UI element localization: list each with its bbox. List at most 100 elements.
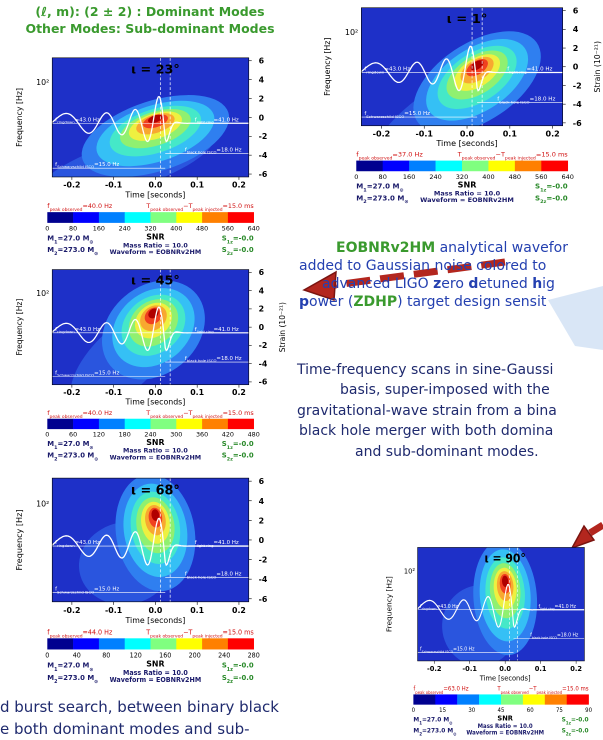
- text-run: ⊙: [449, 721, 453, 726]
- x-tick-label: 0.1: [190, 181, 204, 190]
- text-run: =43.0 Hz: [75, 327, 100, 333]
- text-run: ringdown: [366, 69, 385, 74]
- colorbar-segment: [202, 418, 229, 430]
- frequency-annotation: fblack hole ISCO=18.0 Hz: [497, 97, 555, 104]
- text-run: =-0.0: [233, 674, 254, 682]
- text-run: 2: [54, 456, 57, 462]
- text-run: =15.0 Hz: [404, 111, 430, 117]
- text-run: ringdown: [57, 120, 75, 124]
- colorbar-tick-label: 80: [69, 226, 77, 233]
- text-run: ringdown: [57, 542, 75, 547]
- y-axis-label: Frequency [Hz]: [15, 509, 24, 570]
- colorbar-tick-label: 0: [45, 651, 49, 659]
- mass-label: M1=27.0 M⊙: [47, 662, 93, 673]
- colorbar-label: SNR: [146, 660, 164, 669]
- text-run: =41.0 Hz: [214, 327, 239, 333]
- text-run: =273.0 M: [367, 194, 405, 202]
- colorbar-segment: [382, 160, 410, 172]
- colorbar-segment: [98, 638, 125, 650]
- colorbar-tick-label: 0: [45, 432, 49, 439]
- text-run: f: [356, 151, 359, 159]
- colorbar-tick-label: 640: [248, 226, 260, 233]
- peak-time-offset: Tpeak observed−Tpeak injected=15.0 ms: [496, 686, 588, 694]
- text-run: =-0.0: [233, 234, 254, 242]
- text-run: peak observed: [50, 413, 83, 419]
- text-run: f: [497, 97, 500, 103]
- frequency-annotation: fSchwarzschild ISCO=15.0 Hz: [420, 646, 475, 653]
- text-run: added to Gaussian noise colored to: [299, 258, 546, 274]
- strain-tick-label: 4: [259, 76, 265, 85]
- plot-frame: [417, 547, 585, 662]
- mass-label: M1=27.0 M⊙: [356, 183, 403, 193]
- text-run: f: [185, 571, 188, 577]
- colorbar-tick-label: 160: [403, 173, 415, 181]
- peak-time-offset: Tpeak observed−Tpeak injected=15.0 ms: [145, 410, 253, 419]
- text-run: f: [55, 370, 57, 376]
- x-tick-label: 0.0: [499, 664, 511, 673]
- strain-tick-label: 4: [259, 497, 265, 506]
- colorbar-segment: [462, 160, 489, 172]
- colorbar-tick-label: 400: [170, 226, 182, 233]
- waveform-name: Waveform = EOBNRv2HM: [466, 730, 544, 736]
- highlight-shape: [548, 286, 603, 350]
- x-axis-label: Time [seconds]: [124, 616, 185, 625]
- colorbar-tick-label: 60: [527, 708, 534, 714]
- colorbar-segment: [541, 160, 569, 172]
- text-run: =-0.0: [233, 662, 254, 670]
- spin-label: S2z=-0.0: [535, 194, 568, 204]
- arrow-shaft: [334, 258, 506, 289]
- x-tick-label: -0.1: [415, 130, 433, 139]
- x-tick-label: -0.2: [63, 181, 80, 190]
- spectrogram-contour: [148, 114, 163, 123]
- peak-frequency: fpeak observed=37.0 Hz: [356, 151, 423, 161]
- strain-tick-label: -4: [573, 100, 582, 109]
- text-run: =273.0 M: [57, 246, 94, 254]
- text-run: =27.0 M: [422, 716, 449, 723]
- colorbar-tick-label: 360: [196, 432, 208, 439]
- description-line: added to Gaussian noise colored to: [299, 258, 546, 274]
- text-run: 1z: [227, 239, 233, 245]
- colorbar-tick-label: 0: [45, 226, 49, 233]
- text-run: peak injected: [192, 633, 222, 639]
- strain-tick-label: 2: [259, 516, 264, 525]
- mass-label: M2=273.0 M⊙: [47, 674, 98, 685]
- y-tick-label: 10²: [36, 289, 49, 298]
- x-tick-label: -0.2: [373, 130, 391, 139]
- x-tick-label: 0.1: [190, 606, 204, 615]
- text-run: =-0.0: [571, 716, 589, 723]
- x-tick-label: 0.0: [148, 388, 162, 397]
- text-run: f: [364, 111, 367, 117]
- text-run: S: [222, 440, 227, 448]
- text-run: =-0.0: [233, 452, 254, 460]
- x-tick-label: -0.2: [63, 388, 80, 397]
- frequency-annotation: fringdown=43.0 Hz: [364, 67, 410, 74]
- text-run: M: [47, 662, 54, 670]
- text-run: black hole ISCO: [187, 359, 217, 363]
- y-tick-label: 10²: [36, 499, 49, 508]
- colorbar-tick-label: 80: [379, 173, 387, 181]
- frequency-annotation: flight ring=41.0 Hz: [195, 540, 239, 548]
- strain-tick-label: 4: [573, 25, 579, 34]
- text-run: analytical wavefor: [435, 240, 568, 256]
- text-run: =43.0 Hz: [75, 540, 100, 546]
- text-run: f: [185, 356, 187, 362]
- colorbar-tick-label: 640: [561, 173, 573, 181]
- colorbar-segment: [47, 638, 74, 650]
- text-run: f: [195, 540, 198, 546]
- colorbar-tick-label: 560: [222, 226, 234, 233]
- y-tick-label: 10²: [36, 78, 49, 87]
- frequency-annotation: fblack hole ISCO=18.0 Hz: [185, 148, 242, 155]
- text-run: f: [364, 67, 367, 73]
- text-run: 1z: [227, 445, 233, 451]
- text-run: light ring: [197, 542, 214, 547]
- y-axis-label: Frequency [Hz]: [385, 576, 393, 632]
- text-run: 2z: [227, 679, 233, 685]
- arrow-head: [302, 270, 337, 302]
- text-run: f: [530, 633, 532, 639]
- colorbar-segment: [202, 212, 229, 223]
- text-run: light ring: [540, 607, 554, 611]
- text-run: ZDHP: [353, 294, 397, 310]
- strain-tick-label: -6: [259, 595, 268, 604]
- text-run: f: [420, 604, 422, 610]
